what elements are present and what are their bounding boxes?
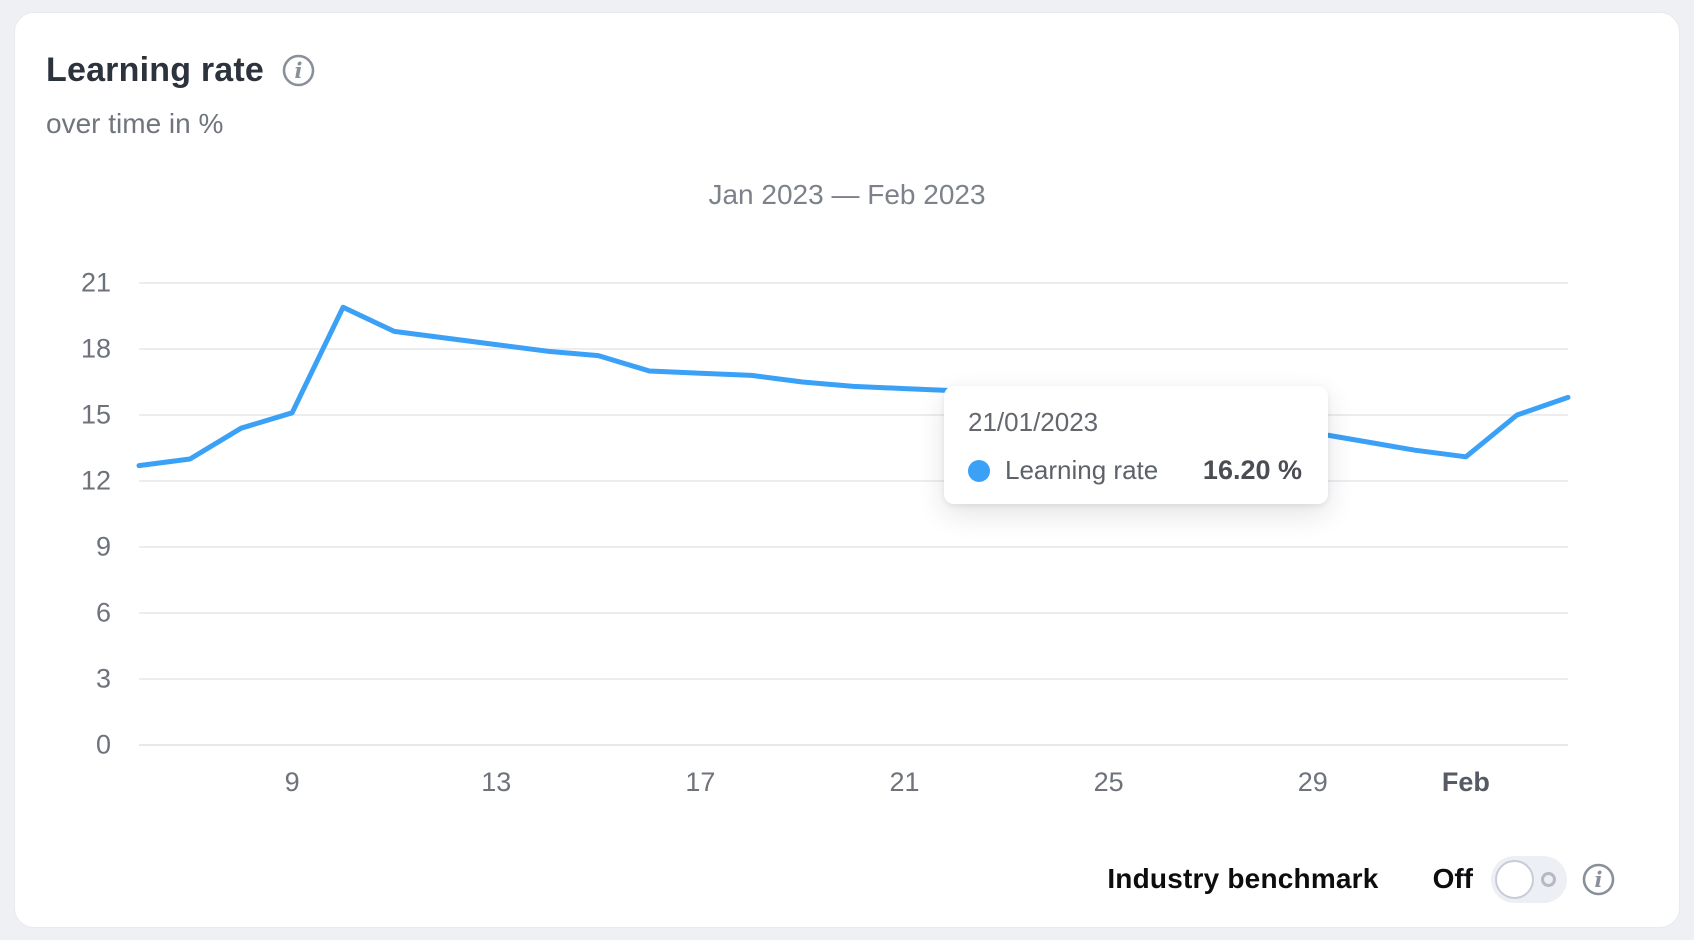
- header: Learning rate i: [46, 51, 315, 90]
- industry-benchmark-row: Industry benchmark Off i: [15, 855, 1615, 903]
- y-tick-label: 21: [80, 267, 111, 298]
- y-tick-label: 12: [80, 465, 111, 496]
- y-tick-label: 18: [80, 333, 111, 364]
- x-tick-label-21: 21: [889, 767, 920, 797]
- tooltip-series-row: Learning rate 16.20 %: [968, 455, 1302, 486]
- gridline-y-15: [139, 414, 1568, 416]
- gridline-y-12: [139, 480, 1568, 482]
- svg-text:i: i: [1595, 867, 1603, 892]
- line-chart-plot[interactable]: [15, 13, 1681, 929]
- y-tick-label: 6: [95, 597, 111, 628]
- x-tick-label-feb: Feb: [1441, 767, 1490, 797]
- toggle-knob[interactable]: [1495, 859, 1534, 899]
- industry-benchmark-toggle[interactable]: [1491, 855, 1567, 903]
- y-tick-label: 15: [80, 399, 111, 430]
- chart-subtitle: over time in %: [46, 108, 224, 139]
- page-title: Learning rate: [46, 51, 264, 89]
- learning-rate-line[interactable]: [136, 304, 1571, 469]
- gridline-y-18: [139, 348, 1568, 350]
- chart-tooltip: 21/01/2023 Learning rate 16.20 %: [944, 386, 1328, 504]
- x-tick-label-17: 17: [685, 767, 716, 797]
- tooltip-date: 21/01/2023: [968, 407, 1099, 437]
- benchmark-state-text: Off: [1432, 863, 1473, 894]
- gridline-y-6: [139, 612, 1568, 614]
- industry-benchmark-label: Industry benchmark: [1107, 863, 1379, 894]
- gridline-y-3: [139, 678, 1568, 680]
- svg-text:i: i: [295, 58, 303, 83]
- gridline-y-9: [139, 546, 1568, 548]
- y-tick-label: 9: [95, 531, 111, 562]
- chart-card: Learning rate i over time in % Jan 2023 …: [14, 12, 1680, 928]
- toggle-ring: [1541, 871, 1556, 887]
- benchmark-info-icon[interactable]: i: [1582, 863, 1615, 896]
- x-tick-label-9: 9: [284, 767, 300, 797]
- y-tick-label: 3: [95, 663, 111, 694]
- series-color-dot-icon: [968, 459, 990, 482]
- y-tick-label: 0: [95, 729, 111, 760]
- title-info-icon[interactable]: i: [282, 54, 315, 87]
- x-tick-label-13: 13: [481, 767, 512, 797]
- tooltip-value: 16.20 %: [1202, 455, 1302, 485]
- gridline-y-0: [139, 744, 1568, 746]
- tooltip-series-label: Learning rate: [1005, 455, 1159, 485]
- gridline-y-21: [139, 282, 1568, 284]
- x-tick-label-29: 29: [1297, 767, 1328, 797]
- chart-date-range-title: Jan 2023 — Feb 2023: [708, 179, 986, 210]
- x-tick-label-25: 25: [1093, 767, 1124, 797]
